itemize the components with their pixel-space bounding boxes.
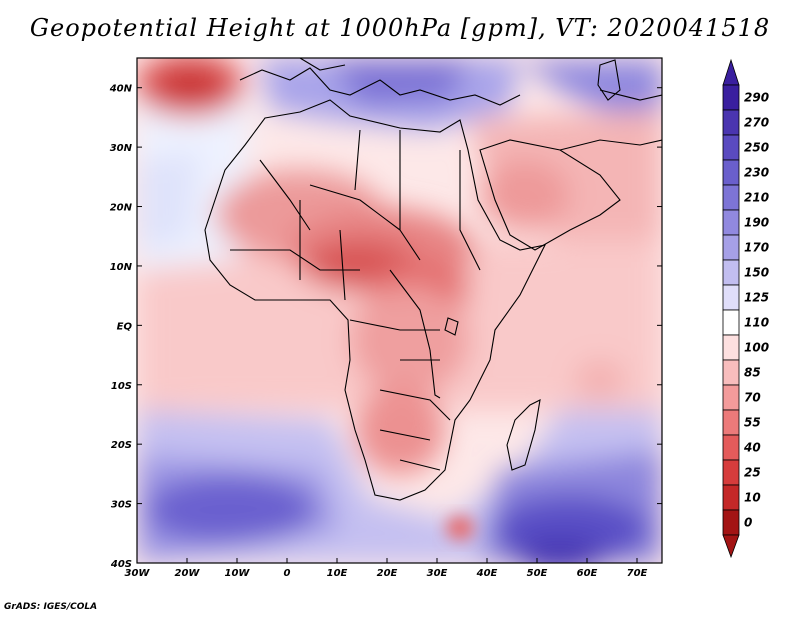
colorbar-swatch [722, 309, 740, 336]
colorbar-swatch [722, 159, 740, 186]
colorbar-label: 125 [744, 291, 769, 305]
colorbar-label: 25 [744, 466, 761, 480]
lat-tick-label: 40N [109, 84, 133, 95]
colorbar-label: 170 [744, 241, 769, 255]
lon-tick-label: 70E [627, 568, 648, 579]
colorbar-swatch [722, 409, 740, 436]
colorbar-label: 55 [744, 416, 761, 430]
colorbar-label: 0 [744, 516, 752, 530]
colorbar-label: 110 [744, 316, 769, 330]
colorbar-label: 150 [744, 266, 769, 280]
lon-tick-label: 20W [175, 568, 201, 579]
lat-axis: 40N 30N 20N 10N EQ 10S 20S 30S 40S [109, 84, 662, 570]
footer-credit: GrADS: IGES/COLA [4, 602, 98, 612]
lat-tick-label: 20S [111, 440, 132, 451]
map-title: Geopotential Height at 1000hPa [gpm], VT… [29, 14, 771, 42]
colorbar-label: 290 [744, 91, 769, 105]
colorbar-swatch [722, 459, 740, 486]
colorbar-label: 270 [744, 116, 769, 130]
plot-frame [136, 57, 663, 564]
lon-tick-label: 10W [225, 568, 251, 579]
lon-tick-label: 60E [577, 568, 598, 579]
colorbar-swatch [722, 384, 740, 411]
colorbar-label: 230 [744, 166, 769, 180]
colorbar-label: 70 [744, 391, 761, 405]
colorbar-swatch [722, 134, 740, 161]
lon-tick-label: 30W [125, 568, 151, 579]
colorbar-swatch [722, 234, 740, 261]
lon-tick-label: 30E [427, 568, 448, 579]
field-shading [137, 58, 662, 563]
colorbar-top-arrow [722, 58, 740, 86]
colorbar-swatch [722, 184, 740, 211]
lat-tick-label: 30S [111, 500, 132, 511]
lat-tick-label: EQ [117, 321, 133, 332]
colorbar-label: 85 [744, 366, 761, 380]
lon-tick-label: 50E [527, 568, 548, 579]
colorbar-swatch [722, 484, 740, 511]
coastlines [204, 58, 662, 501]
colorbar-swatch [722, 434, 740, 461]
colorbar-swatch [722, 509, 740, 536]
lat-tick-label: 40S [110, 559, 132, 570]
lat-tick-label: 10N [110, 262, 133, 273]
colorbar-label: 40 [743, 441, 761, 455]
lat-tick-label: 30N [110, 143, 133, 154]
lon-tick-label: 20E [377, 568, 398, 579]
lon-tick-label: 10E [327, 568, 348, 579]
colorbar-label: 10 [744, 491, 761, 505]
colorbar-swatch [722, 259, 740, 286]
colorbar-label: 250 [744, 141, 769, 155]
colorbar-swatch [722, 334, 740, 361]
colorbar-swatch [722, 209, 740, 236]
colorbar-label: 190 [744, 216, 769, 230]
lon-axis: 30W 20W 10W 0 10E 20E 30E 40E 50E 60E 70E [125, 558, 648, 579]
lat-tick-label: 20N [110, 203, 133, 214]
colorbar-label: 210 [744, 191, 769, 205]
colorbar-bottom-arrow [722, 534, 740, 559]
colorbar-swatch [722, 109, 740, 136]
colorbar: 2902702502302101901701501251101008570554… [722, 58, 769, 559]
height-field [137, 58, 662, 563]
lon-tick-label: 0 [284, 568, 291, 579]
lat-tick-label: 10S [111, 381, 132, 392]
colorbar-swatch [722, 359, 740, 386]
lon-tick-label: 40E [476, 568, 498, 579]
colorbar-label: 100 [744, 341, 769, 355]
colorbar-swatch [722, 284, 740, 311]
colorbar-swatch [722, 84, 740, 111]
